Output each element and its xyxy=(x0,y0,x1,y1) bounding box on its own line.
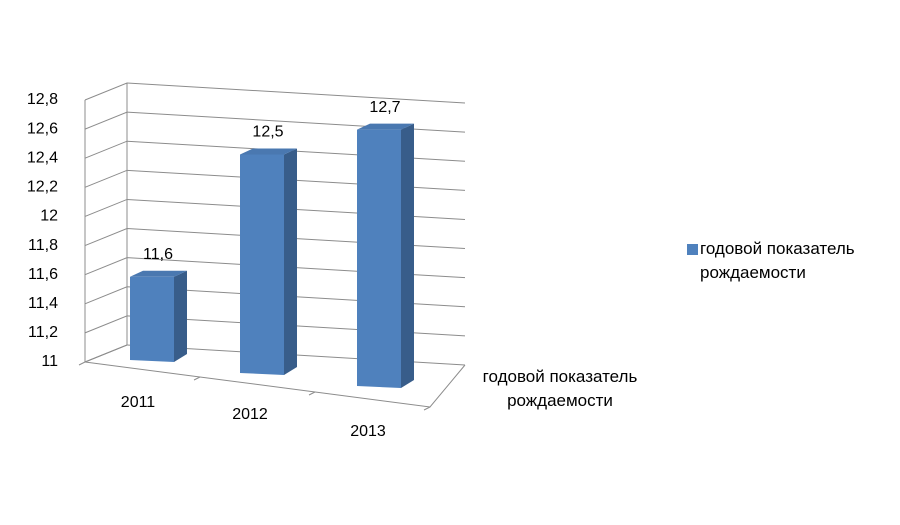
x-tick-label: 2013 xyxy=(350,423,386,440)
grid-line xyxy=(84,286,466,308)
y-tick-label: 11,4 xyxy=(28,295,58,312)
bar-side xyxy=(174,270,187,362)
grid-line xyxy=(84,82,466,104)
tick-mark xyxy=(423,406,431,411)
x-tick-label: 2011 xyxy=(121,394,156,411)
grid-line xyxy=(84,228,466,250)
bar xyxy=(357,123,414,388)
y-tick-label: 11,8 xyxy=(28,237,58,254)
grid-line xyxy=(84,198,466,220)
grid-line xyxy=(84,140,466,162)
grid-line xyxy=(84,111,466,133)
y-tick-label: 12,6 xyxy=(27,120,58,137)
value-label: 12,7 xyxy=(369,99,400,116)
grid-line xyxy=(84,344,466,366)
value-label: 11,6 xyxy=(143,246,173,263)
legend-swatch xyxy=(687,244,698,255)
bar-top xyxy=(357,123,414,130)
bar-front xyxy=(240,154,284,375)
y-tick-label: 12,4 xyxy=(27,149,58,166)
tick-mark xyxy=(193,376,201,381)
bar xyxy=(240,148,297,375)
bar-side xyxy=(401,123,414,388)
bar-top xyxy=(130,270,187,277)
bar xyxy=(130,270,187,362)
y-tick-label: 11 xyxy=(41,353,58,370)
tick-mark xyxy=(78,361,86,366)
bar-top xyxy=(240,148,297,155)
legend-label: годовой показатель рождаемости xyxy=(700,239,855,282)
y-tick-label: 11,6 xyxy=(28,266,58,283)
y-tick-label: 12 xyxy=(40,208,58,225)
y-tick-label: 11,2 xyxy=(28,324,58,341)
grid-line xyxy=(84,169,466,191)
grid-line xyxy=(84,257,466,279)
bar-front xyxy=(357,129,401,388)
y-tick-label: 12,8 xyxy=(27,91,58,108)
tick-mark xyxy=(308,391,316,396)
bar-side xyxy=(284,148,297,375)
value-label: 12,5 xyxy=(252,124,283,141)
depth-axis-label: годовой показатель рождаемости xyxy=(482,367,638,410)
x-tick-label: 2012 xyxy=(232,406,268,423)
y-tick-label: 12,2 xyxy=(27,179,58,196)
grid-line xyxy=(84,315,466,337)
bar-front xyxy=(130,276,174,362)
